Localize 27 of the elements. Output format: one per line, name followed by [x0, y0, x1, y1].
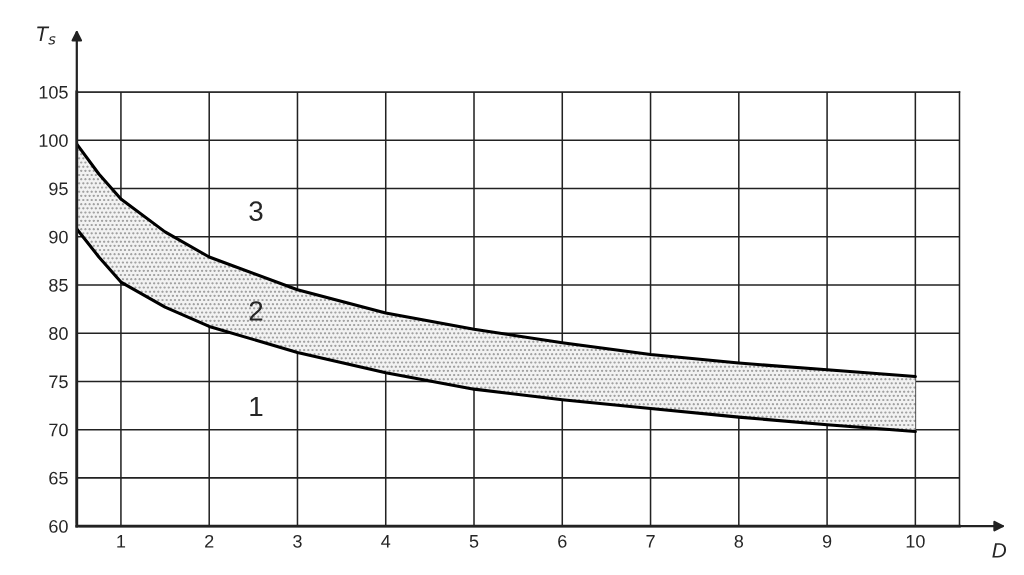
x-tick-label: 2	[205, 534, 214, 548]
annotation: 1	[250, 396, 263, 417]
y-tick-label: 75	[49, 375, 68, 389]
y-tick-label: 95	[49, 182, 68, 196]
line-series	[76, 142, 917, 379]
x-tick-label: 7	[646, 535, 655, 548]
x-tick-label: 4	[381, 535, 391, 548]
x-tick-label: 10	[906, 534, 925, 548]
y-tick-label: 105	[39, 85, 68, 99]
y-tick-label: 65	[49, 471, 68, 485]
annotation: 3	[249, 201, 263, 222]
x-tick-label: 9	[822, 534, 832, 548]
y-tick-label: 90	[49, 230, 68, 244]
x-tick-label: 6	[558, 534, 567, 548]
x-tick-label: 3	[293, 534, 302, 548]
y-tick-label: 70	[49, 423, 68, 437]
y-tick-label: 100	[39, 134, 68, 147]
y-tick-label: 85	[49, 278, 68, 292]
x-tick-label: 1	[117, 535, 126, 548]
x-axis-title: D	[992, 543, 1007, 558]
x-tick-label: 8	[734, 534, 744, 548]
line-series	[76, 227, 917, 434]
x-tick-label: 5	[469, 535, 479, 548]
y-axis-title: T$_{s}$	[37, 26, 56, 45]
y-tick-label: 60	[49, 520, 68, 533]
y-tick-label: 80	[49, 327, 68, 340]
annotation: 2	[249, 301, 263, 321]
